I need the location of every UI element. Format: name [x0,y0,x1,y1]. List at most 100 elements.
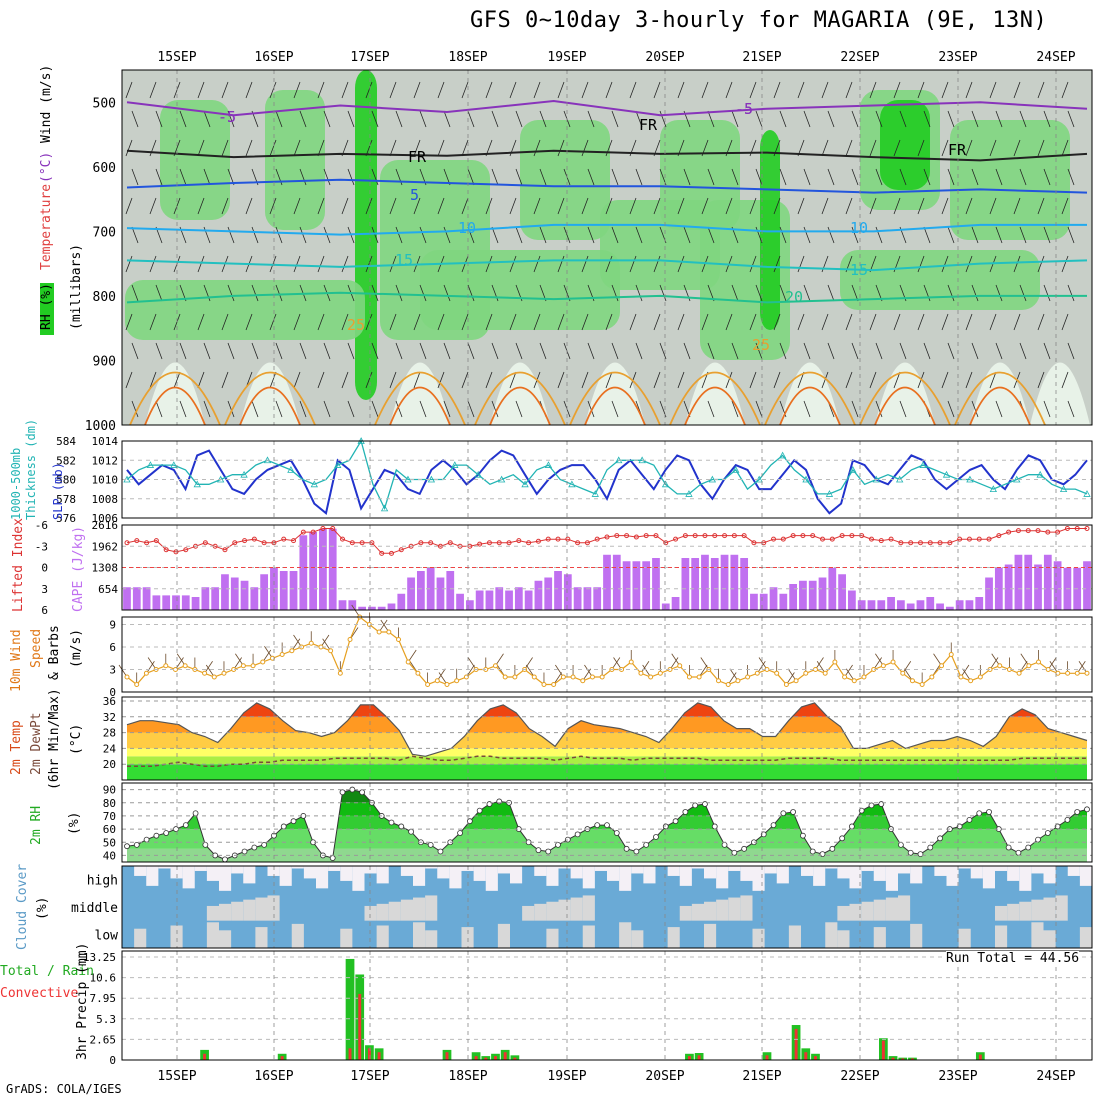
wind-barb [419,284,427,302]
wind-barb [197,81,205,99]
li-ytick-label: 0 [41,562,48,575]
wind-barb [725,197,733,215]
cloud-high-gap [1079,866,1092,886]
wind-barb [413,139,421,157]
cloud-middle-gap [582,895,595,921]
wind-barb [677,255,685,273]
li-point [516,538,522,544]
wind-barb [821,371,829,389]
thickness-point [521,480,529,488]
wind-barb [221,139,229,157]
wind-point [589,674,595,680]
wind-barb [515,226,523,244]
li-point [947,540,953,546]
cloud-low-gap [413,922,426,948]
rh-point [692,802,699,809]
wind-point [182,663,188,669]
cloud-low-gap [1043,930,1056,948]
wind-barb [923,342,931,360]
wind-barb [845,197,853,215]
rh-region [160,100,230,220]
cloud-cover-label: Cloud Cover [15,864,30,950]
cape-bar [857,600,866,610]
wind-barb [509,81,517,99]
cloud-high-gap [316,866,329,889]
wind-barb [731,284,739,302]
cloud-high-gap [328,866,341,871]
cloud-high-gap [1031,866,1044,874]
cloud-high-gap [546,866,559,886]
wind-point [1065,670,1071,676]
cloud-low-label: low [95,928,119,943]
li-point [124,540,130,546]
rh-point [466,818,473,825]
cloud-high-gap [631,866,644,874]
wind-barb [827,284,835,302]
wind-barb [755,168,763,186]
cloud-high-gap [946,866,959,886]
wind-barb [707,342,715,360]
wind-barb [467,284,475,302]
precip-convective-bar [765,1055,769,1060]
wind-point [454,678,460,684]
footer-credit: GrADS: COLA/IGES [6,1082,122,1096]
li-point [1006,529,1012,535]
li-ytick-label: 3 [41,583,48,596]
wind-barb [707,110,715,128]
wind-barb [539,110,547,128]
li-point [340,536,346,542]
li-point [418,540,424,546]
wind-barb [197,313,205,331]
cloud-high-gap [231,866,244,874]
wind-barb [611,342,619,360]
wind-barb [203,110,211,128]
date-label-bottom: 20SEP [645,1069,684,1084]
contour-label: 25 [347,316,365,334]
wind-barb [149,313,157,331]
wind-barb [419,226,427,244]
wind-barb [971,400,979,418]
cloud-low-gap [1031,922,1044,948]
li-point [447,540,453,546]
isotherm-30 [779,386,841,426]
wind-barb [947,342,955,360]
li-point [1035,528,1041,534]
precip-convective-bar [881,1040,885,1060]
rh-point [133,841,140,848]
wind-barb [179,168,187,186]
wind-barb [293,81,301,99]
wind-point [686,674,692,680]
li-point [575,540,581,546]
wind-barb [179,110,187,128]
cape-bar [945,606,954,610]
cape-bar [759,593,768,610]
wind-barb [587,168,595,186]
rh-ytick-label: 80 [103,797,116,810]
thickness-ytick-label: 578 [56,493,76,506]
wind-barb [803,400,811,418]
rh-point [721,841,728,848]
wind-barb [893,197,901,215]
wind-barb [251,284,259,302]
cloud-low-gap [837,930,850,948]
isotherm-15 [126,259,1088,272]
wind-barb [707,226,715,244]
slp-label: SLP (mb) [51,462,65,520]
date-label-bottom: 19SEP [547,1069,586,1084]
wind-barb [461,197,469,215]
wind-barb [1043,342,1051,360]
wind-barb [197,197,205,215]
cloud-high-gap [607,866,620,881]
wind-barb [557,81,565,99]
rh-point [564,836,571,843]
wind-barb [413,371,421,389]
wind10-label-b: Speed [29,629,44,668]
wind-barb [371,110,379,128]
cloud-middle-gap [376,903,389,921]
thickness-point [404,475,412,483]
cape-bar [622,561,631,610]
cape-bar [985,577,993,610]
cape-bar [181,595,190,610]
li-point [829,536,835,542]
wind-point [968,678,974,684]
